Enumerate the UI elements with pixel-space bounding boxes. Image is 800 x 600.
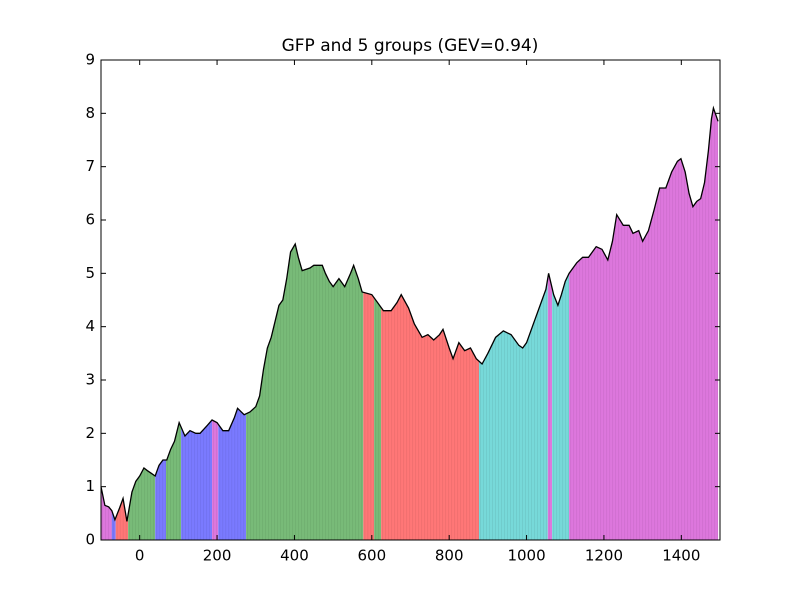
segment <box>547 108 553 540</box>
x-tick-label: 400 <box>280 547 309 565</box>
plot-frame <box>100 59 721 541</box>
y-tick-label: 4 <box>85 317 95 335</box>
chart-title: GFP and 5 groups (GEV=0.94) <box>282 36 539 56</box>
y-tick-label: 5 <box>85 264 95 282</box>
x-tick-label: 200 <box>203 547 232 565</box>
segment <box>374 108 382 540</box>
x-tick-label: 600 <box>357 547 386 565</box>
x-tick-label: 1200 <box>585 547 623 565</box>
y-tick-label: 3 <box>85 371 95 389</box>
gfp-line <box>100 105 719 522</box>
segment <box>363 108 375 540</box>
y-tick-label: 0 <box>85 531 95 549</box>
x-tick-label: 0 <box>135 547 145 565</box>
y-tick-label: 2 <box>85 424 95 442</box>
x-tick-label: 800 <box>435 547 464 565</box>
x-tick-label: 1400 <box>662 547 700 565</box>
y-tick-label: 6 <box>85 211 95 229</box>
y-tick-label: 7 <box>85 157 95 175</box>
y-tick-label: 8 <box>85 104 95 122</box>
y-tick-label: 9 <box>85 51 95 69</box>
y-tick-label: 1 <box>85 477 95 495</box>
x-tick-label: 1000 <box>507 547 545 565</box>
